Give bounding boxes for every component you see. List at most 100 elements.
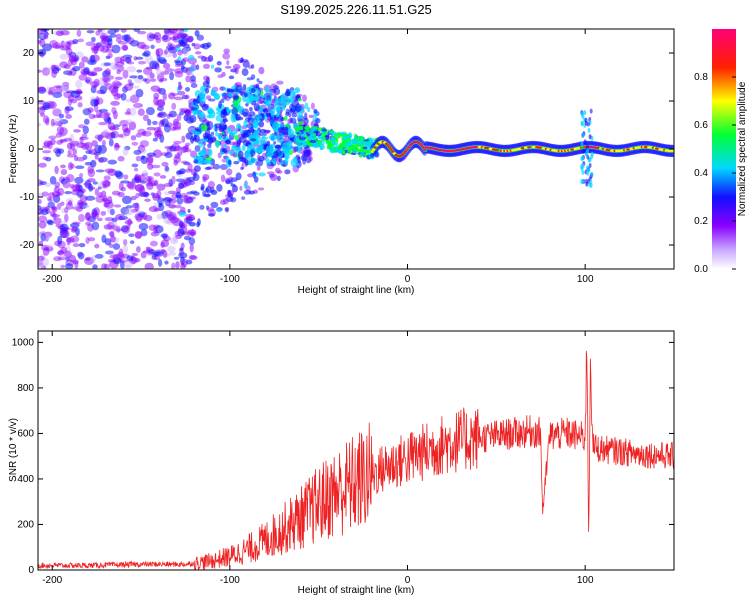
- spectrogram-cell: [54, 185, 60, 194]
- spectrogram-cell: [389, 148, 393, 151]
- spectrogram-cell: [101, 32, 110, 37]
- spectrogram-cell: [135, 56, 144, 60]
- spectrogram-cell: [179, 206, 186, 214]
- spectrogram-cell: [310, 102, 315, 110]
- spectrogram-cell: [65, 113, 72, 120]
- spectrogram-cell: [231, 107, 239, 116]
- spectrogram-cell: [189, 66, 195, 72]
- spectrogram-cell: [584, 117, 588, 123]
- spectrogram-cell: [88, 237, 96, 242]
- spectrogram-cell: [65, 256, 70, 262]
- spectrogram-cell: [109, 230, 115, 238]
- spectrogram-cell: [146, 152, 157, 157]
- spectrogram-cell: [188, 214, 195, 222]
- spectrogram-cell: [220, 174, 226, 183]
- spectrogram-cell: [129, 75, 138, 79]
- spectrogram-cell: [297, 112, 304, 120]
- spectrogram-cell: [243, 182, 248, 189]
- spectrogram-cell: [180, 65, 185, 70]
- spectrogram-cell: [74, 165, 85, 170]
- spectrogram-cell: [256, 165, 261, 171]
- spectrogram-cell: [146, 126, 156, 131]
- spectrogram-cell: [141, 172, 149, 177]
- spectrogram-cell: [46, 244, 53, 248]
- spectrogram-cell: [173, 256, 180, 260]
- spectrogram-cell: [77, 252, 85, 260]
- spectrogram-cell: [335, 148, 339, 152]
- spectrogram-cell: [63, 179, 70, 186]
- spectrogram-cell: [85, 41, 96, 47]
- spectrogram-cell: [59, 53, 69, 60]
- spectrogram-cell: [196, 128, 202, 132]
- spectrogram-cell: [74, 176, 84, 184]
- snr-frame: [37, 330, 675, 571]
- spectrogram-cell: [228, 75, 235, 80]
- spectrogram-cell: [60, 164, 66, 169]
- spectrogram-cell: [75, 90, 83, 95]
- spectrogram-cell: [67, 70, 73, 77]
- spectrogram-cell: [49, 210, 55, 216]
- spectrogram-cell: [202, 141, 206, 147]
- spectrogram-cell: [329, 147, 335, 152]
- spectrogram-cell: [207, 143, 212, 149]
- spectrogram-cell: [99, 85, 108, 95]
- spectrogram-cell: [118, 215, 128, 221]
- snr-y-tick-label: 800: [17, 383, 34, 394]
- spectrogram-cell: [128, 121, 137, 131]
- spectrogram-cell: [41, 191, 49, 197]
- spectrogram-cell: [193, 98, 197, 106]
- spectrogram-cell: [70, 57, 78, 66]
- spectrogram-cell: [359, 140, 366, 144]
- spectrogram-cell: [39, 181, 47, 186]
- spectrogram-cell: [82, 154, 88, 160]
- spectrogram-cell: [589, 179, 593, 185]
- spectrogram-cell: [76, 199, 84, 209]
- spectrogram-cell: [38, 221, 47, 229]
- spectrogram-cell: [137, 74, 144, 80]
- spectrogram-x-tick-label: -200: [42, 274, 62, 285]
- spectrogram-cell: [53, 85, 63, 89]
- spectrogram-cell: [184, 168, 193, 173]
- spectrogram-cell: [194, 51, 202, 55]
- spectrogram-cell: [373, 146, 377, 149]
- spectrogram-cell: [100, 32, 106, 41]
- spectrogram-cell: [115, 61, 125, 67]
- spectrogram-cell: [111, 190, 121, 196]
- spectrogram-cell: [151, 164, 161, 169]
- colorbar-tick-label: 0.2: [694, 216, 708, 227]
- spectrogram-cell: [192, 173, 200, 182]
- spectrogram-cell: [145, 107, 155, 116]
- spectrogram-cell: [136, 41, 147, 49]
- spectrogram-cell: [153, 256, 161, 261]
- spectrogram-cell: [153, 179, 159, 187]
- spectrogram-cell: [185, 259, 193, 265]
- spectrogram-cell: [134, 230, 143, 240]
- spectrogram-cell: [160, 239, 170, 248]
- spectrogram-cell: [110, 237, 120, 243]
- spectrogram-cell: [187, 163, 193, 172]
- spectrogram-cell: [90, 45, 100, 51]
- spectrogram-cell: [158, 202, 163, 208]
- spectrogram-cell: [85, 76, 92, 85]
- spectrogram-cell: [161, 161, 169, 167]
- spectrogram-cell: [215, 107, 220, 112]
- spectrogram-cell: [78, 61, 85, 69]
- spectrogram-cell: [183, 161, 191, 166]
- spectrogram-cell: [228, 92, 233, 98]
- spectrogram-cell: [217, 133, 222, 140]
- spectrogram-cell: [222, 92, 228, 100]
- spectrogram-cell: [161, 200, 170, 205]
- spectrogram-cell: [42, 43, 53, 52]
- spectrogram-cell: [418, 142, 422, 145]
- spectrogram-cell: [100, 210, 107, 216]
- spectrogram-cell: [276, 175, 281, 182]
- spectrogram-cell: [143, 67, 153, 76]
- spectrogram-cell: [64, 213, 69, 223]
- spectrogram-cell: [240, 57, 244, 63]
- spectrogram-cell: [138, 222, 149, 231]
- spectrogram-cell: [304, 102, 309, 110]
- spectrogram-cell: [218, 100, 222, 110]
- spectrogram-cell: [141, 131, 147, 137]
- spectrogram-cell: [64, 206, 69, 214]
- spectrogram-cell: [107, 116, 112, 125]
